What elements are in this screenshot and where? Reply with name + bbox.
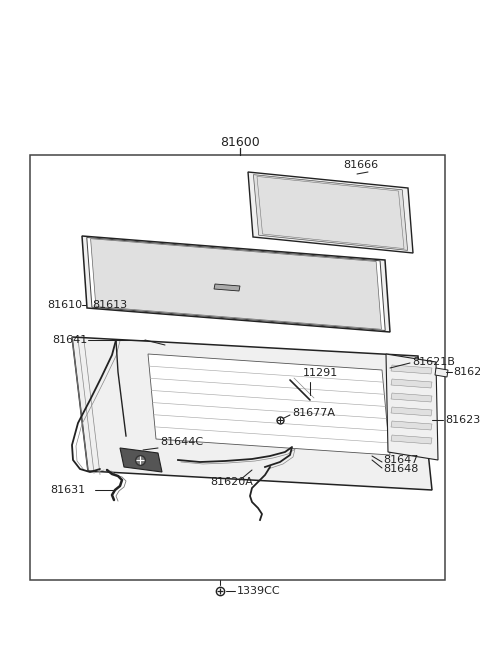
Polygon shape bbox=[72, 337, 432, 490]
Polygon shape bbox=[120, 448, 162, 472]
Polygon shape bbox=[386, 354, 438, 460]
Polygon shape bbox=[87, 238, 385, 331]
Text: 81641: 81641 bbox=[52, 335, 87, 345]
Polygon shape bbox=[391, 379, 432, 388]
Polygon shape bbox=[253, 175, 408, 250]
Polygon shape bbox=[391, 435, 432, 444]
Text: 81622B: 81622B bbox=[453, 367, 480, 377]
Text: 81613: 81613 bbox=[92, 300, 127, 310]
Text: 1339CC: 1339CC bbox=[237, 586, 281, 596]
Text: 81647: 81647 bbox=[383, 455, 419, 465]
Polygon shape bbox=[391, 365, 432, 374]
Text: 81610: 81610 bbox=[47, 300, 82, 310]
Text: 81600: 81600 bbox=[220, 136, 260, 149]
Polygon shape bbox=[82, 236, 390, 332]
Text: 81666: 81666 bbox=[343, 160, 378, 170]
Text: 81623: 81623 bbox=[445, 415, 480, 425]
Polygon shape bbox=[214, 284, 240, 291]
Text: 81644C: 81644C bbox=[160, 437, 203, 447]
Text: 81620A: 81620A bbox=[210, 477, 253, 487]
Text: 81631: 81631 bbox=[50, 485, 85, 495]
Polygon shape bbox=[391, 421, 432, 430]
Text: 81648: 81648 bbox=[383, 464, 419, 474]
Polygon shape bbox=[248, 172, 413, 253]
Text: 81677A: 81677A bbox=[292, 408, 335, 418]
Polygon shape bbox=[148, 354, 390, 455]
Polygon shape bbox=[391, 393, 432, 402]
Polygon shape bbox=[91, 238, 382, 329]
Polygon shape bbox=[435, 368, 448, 377]
Bar bbox=[30, 155, 445, 580]
Text: 11291: 11291 bbox=[303, 368, 338, 378]
Polygon shape bbox=[391, 407, 432, 416]
Text: 81621B: 81621B bbox=[412, 357, 455, 367]
Polygon shape bbox=[257, 176, 404, 249]
